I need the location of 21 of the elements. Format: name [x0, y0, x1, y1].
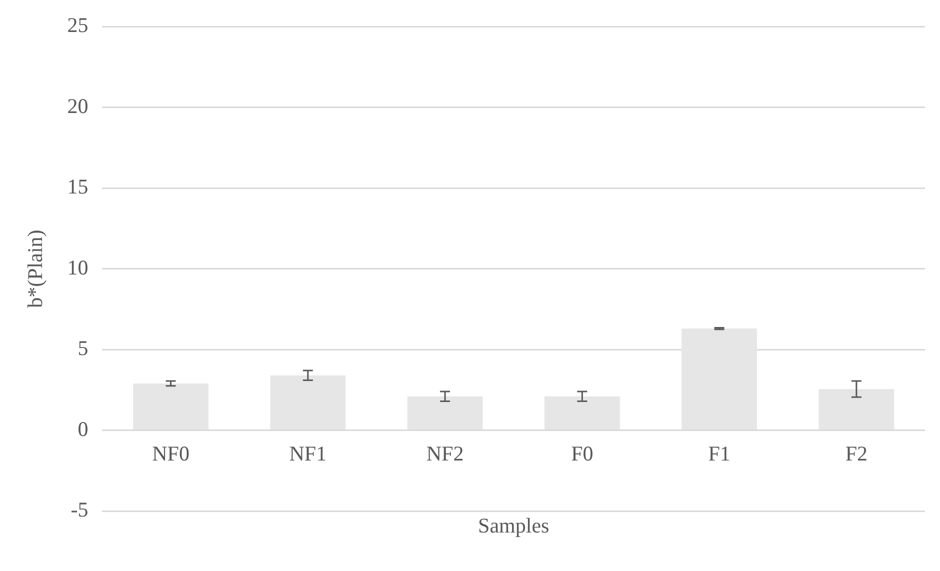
- y-tick-label: 20: [67, 94, 88, 118]
- x-tick-label: F1: [708, 441, 730, 466]
- x-tick-label: F0: [571, 441, 594, 466]
- bar: [270, 375, 346, 430]
- x-tick-label: NF0: [152, 441, 190, 466]
- y-tick-label: 10: [67, 255, 88, 280]
- y-tick-label: 5: [78, 336, 88, 360]
- x-tick-label: NF2: [426, 441, 464, 466]
- x-tick-label: F2: [845, 441, 868, 466]
- y-tick-label: 25: [67, 13, 88, 38]
- y-axis-title: b*(Plain): [23, 230, 48, 308]
- bar: [544, 396, 620, 430]
- x-tick-label: NF1: [289, 441, 327, 466]
- x-axis-title: Samples: [478, 514, 550, 538]
- bar: [133, 383, 208, 430]
- y-tick-label: 0: [78, 416, 88, 441]
- y-tick-label: -5: [70, 498, 88, 522]
- bar: [407, 396, 483, 430]
- bar: [818, 389, 894, 430]
- y-tick-label: 15: [67, 174, 88, 199]
- bar: [682, 328, 758, 430]
